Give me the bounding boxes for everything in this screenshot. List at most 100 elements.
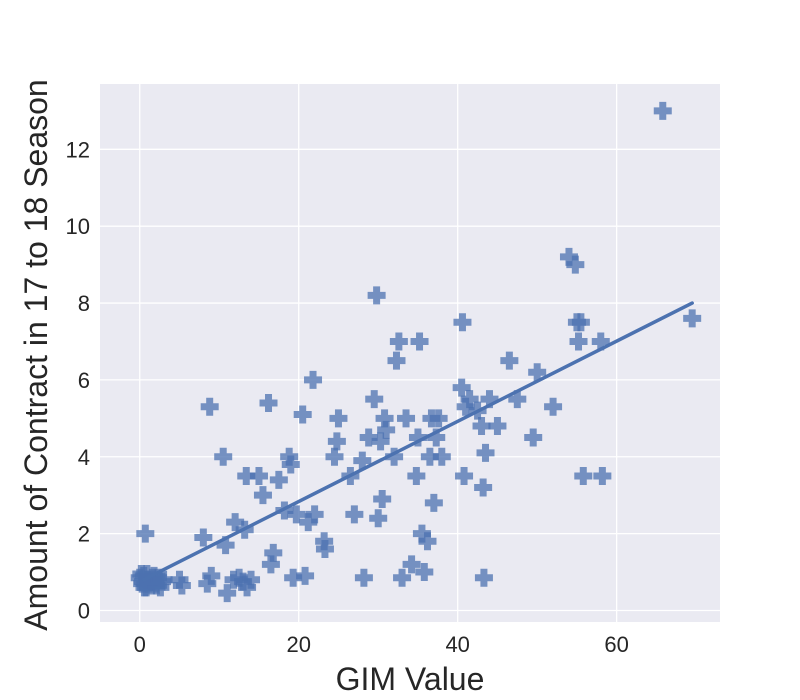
- data-point: [408, 428, 427, 447]
- data-point: [242, 570, 261, 589]
- data-point: [172, 576, 191, 595]
- data-point: [389, 332, 408, 351]
- x-tick-label: 20: [286, 632, 310, 657]
- data-point: [153, 572, 171, 591]
- data-point: [284, 568, 303, 587]
- data-point: [427, 428, 446, 447]
- data-point: [261, 555, 280, 574]
- y-tick-label: 6: [78, 368, 90, 393]
- data-point: [429, 409, 448, 428]
- data-point: [453, 313, 472, 332]
- data-point: [432, 447, 451, 466]
- data-point: [137, 564, 156, 583]
- data-point: [218, 584, 237, 603]
- data-point: [397, 409, 416, 428]
- data-point: [136, 524, 155, 543]
- x-tick-label: 0: [134, 632, 146, 657]
- x-tick-labels: 0 20 40 60: [134, 632, 629, 657]
- data-point: [569, 332, 588, 351]
- data-point: [353, 451, 372, 470]
- data-point: [345, 505, 364, 524]
- data-point: [591, 332, 610, 351]
- data-point: [237, 466, 256, 485]
- data-point: [571, 313, 590, 332]
- data-point: [683, 309, 702, 328]
- data-point: [281, 455, 300, 474]
- y-tick-labels: 0 2 4 6 8 10 12: [66, 137, 90, 623]
- x-tick-label: 40: [445, 632, 469, 657]
- data-point: [385, 447, 404, 466]
- data-point: [524, 428, 543, 447]
- y-axis-title: Amount of Contract in 17 to 18 Season: [18, 79, 54, 630]
- y-tick-label: 8: [78, 291, 90, 316]
- data-point: [327, 432, 346, 451]
- data-point: [264, 543, 283, 562]
- y-tick-label: 4: [78, 445, 90, 470]
- data-point: [407, 466, 426, 485]
- data-point: [354, 568, 373, 587]
- data-point: [305, 505, 324, 524]
- data-point: [500, 351, 519, 370]
- data-point: [566, 255, 585, 274]
- data-point: [269, 470, 288, 489]
- data-point: [474, 568, 493, 587]
- data-point: [410, 332, 429, 351]
- data-point: [455, 466, 474, 485]
- data-point: [393, 568, 412, 587]
- data-point: [369, 509, 388, 528]
- data-point: [424, 493, 443, 512]
- y-tick-label: 0: [78, 598, 90, 623]
- data-point: [418, 532, 437, 551]
- x-axis-title: GIM Value: [336, 661, 485, 697]
- data-point: [653, 101, 672, 120]
- y-tick-label: 12: [66, 137, 90, 162]
- data-point: [452, 378, 471, 397]
- data-point: [476, 443, 495, 462]
- y-tick-label: 2: [78, 522, 90, 547]
- data-point: [293, 405, 312, 424]
- data-point: [249, 466, 268, 485]
- data-point: [415, 563, 434, 582]
- data-point: [371, 432, 390, 451]
- data-point: [194, 528, 213, 547]
- data-point: [377, 420, 396, 439]
- data-point: [287, 505, 306, 524]
- data-point: [544, 397, 563, 416]
- data-point: [226, 513, 245, 532]
- data-point: [198, 574, 217, 593]
- data-point: [472, 417, 491, 436]
- data-point: [488, 417, 507, 436]
- data-point: [460, 390, 479, 409]
- data-point: [402, 555, 421, 574]
- data-point: [559, 247, 578, 266]
- data-point: [214, 447, 233, 466]
- data-point: [375, 409, 394, 428]
- data-point: [325, 447, 344, 466]
- data-point: [315, 539, 334, 558]
- data-point: [296, 566, 315, 585]
- data-point: [299, 513, 318, 532]
- data-point: [230, 568, 249, 587]
- data-point: [359, 428, 378, 447]
- data-point: [367, 286, 386, 305]
- data-point: [528, 363, 547, 382]
- data-point: [593, 466, 612, 485]
- data-point: [200, 397, 219, 416]
- data-point: [143, 568, 162, 587]
- data-point: [420, 447, 439, 466]
- y-tick-label: 10: [66, 214, 90, 239]
- data-point: [574, 466, 593, 485]
- x-tick-label: 60: [604, 632, 628, 657]
- regression-line: [141, 301, 694, 582]
- data-point: [259, 393, 278, 412]
- data-point: [365, 390, 384, 409]
- data-point: [304, 370, 323, 389]
- data-point: [216, 536, 235, 555]
- data-point: [387, 351, 406, 370]
- data-point: [474, 478, 493, 497]
- data-point: [329, 409, 348, 428]
- plot-area: [100, 84, 720, 622]
- data-point: [147, 576, 166, 595]
- data-point: [238, 578, 257, 597]
